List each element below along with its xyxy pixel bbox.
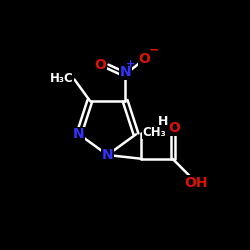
- Text: N: N: [102, 148, 113, 162]
- Text: N: N: [73, 127, 85, 141]
- Text: O: O: [94, 58, 106, 72]
- Text: H: H: [158, 115, 168, 128]
- Text: N: N: [119, 65, 131, 79]
- Text: +: +: [126, 59, 135, 69]
- Text: H₃C: H₃C: [50, 72, 74, 85]
- Text: CH₃: CH₃: [142, 126, 166, 138]
- Text: OH: OH: [184, 176, 208, 190]
- Text: O: O: [168, 121, 180, 135]
- Text: O: O: [138, 52, 150, 66]
- Text: −: −: [148, 44, 159, 57]
